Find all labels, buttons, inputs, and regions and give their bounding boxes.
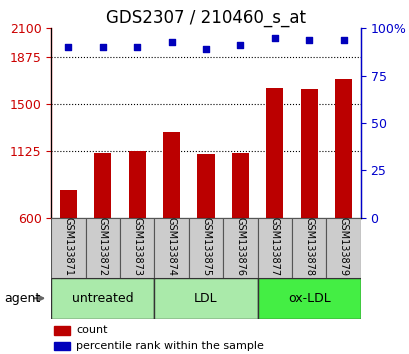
Bar: [154, 218, 189, 278]
Text: GSM133873: GSM133873: [132, 217, 142, 276]
Bar: [326, 218, 360, 278]
Point: [202, 46, 209, 52]
Bar: [54, 342, 70, 350]
Bar: [222, 218, 257, 278]
Bar: [60, 190, 77, 293]
Point: [305, 37, 312, 42]
Text: GSM133875: GSM133875: [200, 217, 211, 276]
Text: GSM133877: GSM133877: [269, 217, 279, 276]
Text: GSM133876: GSM133876: [235, 217, 245, 276]
Bar: [120, 218, 154, 278]
Point: [99, 45, 106, 50]
Text: GSM133872: GSM133872: [98, 217, 108, 276]
Bar: [51, 278, 154, 319]
Text: untreated: untreated: [72, 292, 133, 305]
Text: GSM133874: GSM133874: [166, 217, 176, 276]
Title: GDS2307 / 210460_s_at: GDS2307 / 210460_s_at: [106, 9, 305, 27]
Text: agent: agent: [4, 292, 40, 305]
Bar: [257, 278, 360, 319]
Bar: [265, 88, 283, 293]
Bar: [163, 132, 180, 293]
Bar: [85, 218, 120, 278]
Bar: [128, 151, 146, 293]
Text: GSM133871: GSM133871: [63, 217, 73, 276]
Bar: [291, 218, 326, 278]
Point: [168, 39, 175, 44]
Bar: [94, 153, 111, 293]
Text: LDL: LDL: [194, 292, 217, 305]
Bar: [300, 89, 317, 293]
Bar: [54, 326, 70, 335]
Bar: [51, 218, 85, 278]
Bar: [231, 153, 248, 293]
Point: [134, 45, 140, 50]
Point: [271, 35, 277, 41]
Bar: [257, 218, 291, 278]
Text: count: count: [76, 325, 107, 335]
Text: percentile rank within the sample: percentile rank within the sample: [76, 341, 263, 351]
Text: GSM133878: GSM133878: [303, 217, 313, 276]
Point: [236, 42, 243, 48]
Point: [65, 45, 72, 50]
Bar: [334, 79, 351, 293]
Text: ox-LDL: ox-LDL: [287, 292, 330, 305]
Bar: [154, 278, 257, 319]
Bar: [197, 154, 214, 293]
Text: GSM133879: GSM133879: [338, 217, 348, 276]
Point: [339, 37, 346, 42]
Bar: [189, 218, 222, 278]
